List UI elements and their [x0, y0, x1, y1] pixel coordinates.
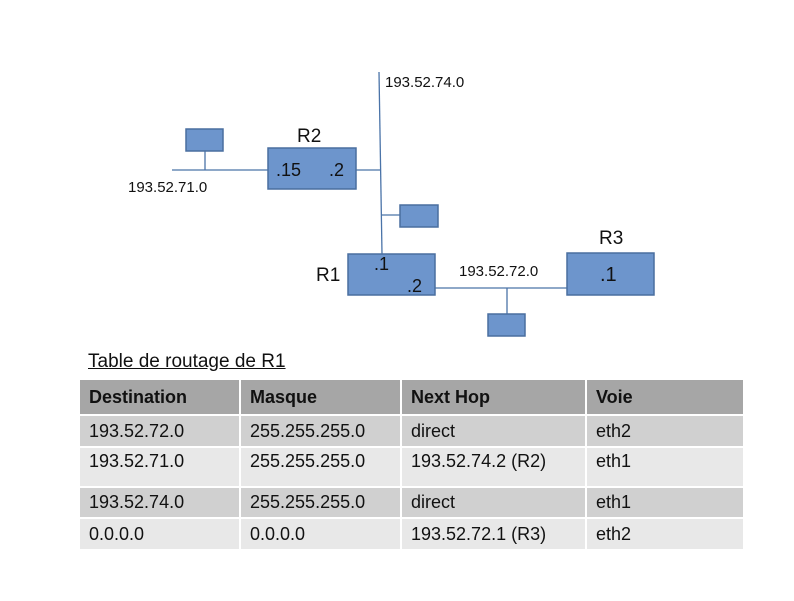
- header-masque: Masque: [240, 380, 402, 416]
- cell-next-hop: 193.52.74.2 (R2): [401, 447, 587, 488]
- cell-next-hop: direct: [401, 487, 587, 519]
- r2-interface-b: .2: [329, 160, 344, 180]
- table-row: 193.52.71.0 255.255.255.0 193.52.74.2 (R…: [80, 447, 745, 488]
- header-voie: Voie: [586, 380, 745, 416]
- router-r1: [347, 253, 436, 296]
- table-row: 193.52.72.0 255.255.255.0 direct eth2: [80, 415, 745, 448]
- cell-destination: 193.52.71.0: [80, 447, 241, 488]
- r1-interface-b: .2: [407, 276, 422, 296]
- header-next-hop: Next Hop: [401, 380, 587, 416]
- host-net72: [487, 313, 526, 337]
- cell-masque: 255.255.255.0: [240, 447, 402, 488]
- cell-voie: eth2: [586, 518, 745, 551]
- host-net74: [399, 204, 439, 228]
- table-header-row: Destination Masque Next Hop Voie: [80, 380, 745, 416]
- cell-destination: 193.52.72.0: [80, 415, 241, 448]
- network-71-label: 193.52.71.0: [128, 179, 207, 196]
- cell-next-hop: 193.52.72.1 (R3): [401, 518, 587, 551]
- cell-next-hop: direct: [401, 415, 587, 448]
- network-diagram: 193.52.74.0 193.52.71.0 193.52.72.0 R2 R…: [128, 71, 655, 337]
- cell-destination: 193.52.74.0: [80, 487, 241, 519]
- router-r1-name: R1: [316, 265, 340, 286]
- cell-masque: 255.255.255.0: [240, 487, 402, 519]
- routing-table-title: Table de routage de R1: [88, 351, 286, 372]
- network-74-link: [378, 71, 383, 255]
- cell-voie: eth1: [586, 487, 745, 519]
- cell-masque: 0.0.0.0: [240, 518, 402, 551]
- network-72-label: 193.52.72.0: [459, 263, 538, 280]
- router-r3-name: R3: [599, 228, 623, 249]
- network-74-label: 193.52.74.0: [385, 74, 464, 91]
- table-row: 193.52.74.0 255.255.255.0 direct eth1: [80, 487, 745, 519]
- r2-interface-a: .15: [276, 160, 301, 180]
- cell-masque: 255.255.255.0: [240, 415, 402, 448]
- cell-voie: eth1: [586, 447, 745, 488]
- router-r2: [267, 147, 357, 190]
- routing-table: Destination Masque Next Hop Voie 193.52.…: [80, 380, 745, 551]
- r3-interface-a: .1: [600, 264, 617, 286]
- router-r2-name: R2: [297, 126, 321, 147]
- router-r3: [566, 252, 655, 296]
- header-destination: Destination: [80, 380, 241, 416]
- host-net71: [185, 128, 224, 152]
- cell-destination: 0.0.0.0: [80, 518, 241, 551]
- cell-voie: eth2: [586, 415, 745, 448]
- table-row: 0.0.0.0 0.0.0.0 193.52.72.1 (R3) eth2: [80, 518, 745, 551]
- r1-interface-a: .1: [374, 254, 389, 274]
